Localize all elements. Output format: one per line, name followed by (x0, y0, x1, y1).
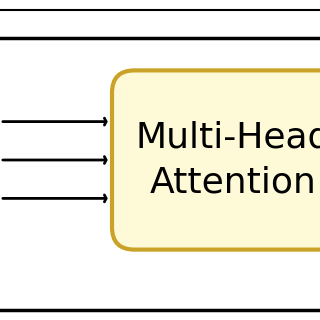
FancyBboxPatch shape (112, 70, 320, 250)
Text: Multi-Head
Attention: Multi-Head Attention (136, 121, 320, 199)
